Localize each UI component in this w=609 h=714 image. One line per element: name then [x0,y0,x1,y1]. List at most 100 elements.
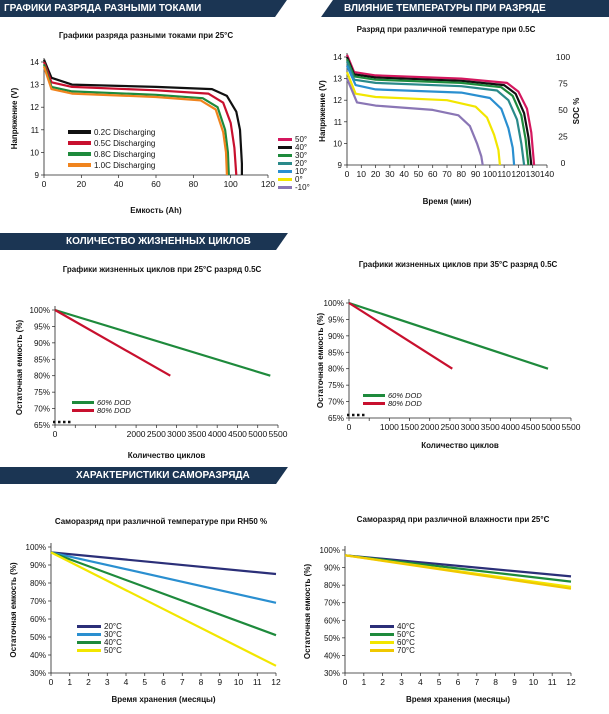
x-tick-label: 110 [497,169,511,179]
chart-title: Саморазряд при различной температуре при… [55,517,267,526]
legend-label: 60% DOD [388,391,422,400]
y-tick-label: 80% [324,581,340,590]
x-tick-label: 4 [124,677,129,687]
x-tick-label: 120 [261,179,275,189]
legend-swatch [278,162,292,165]
legend-swatch [278,186,292,189]
y-tick-label: 90% [328,332,344,341]
series-line [345,78,484,166]
series-line [345,60,526,166]
chart-title: Графики жизненных циклов при 35°C разряд… [359,260,558,269]
x-tick-label: 3000 [167,429,186,439]
legend-swatch [278,178,292,181]
chart-title: Разряд при различной температуре при 0.5… [357,25,536,34]
banner-selfdischarge: ХАРАКТЕРИСТИКИ САМОРАЗРЯДА [0,467,291,484]
y-tick-label: 70% [328,398,344,407]
y-tick-label: 90% [324,564,340,573]
x-tick-label: 4500 [228,429,247,439]
x-tick-label: 9 [512,677,517,687]
series-line [42,63,230,176]
y-tick-label: 14 [30,58,39,67]
y-axis-label: Напряжение (V) [10,87,19,149]
x-tick-label: 10 [357,169,367,179]
y-tick-label: 80% [34,372,50,381]
y-tick-label: 75% [34,388,50,397]
legend-label: -10° [295,183,310,192]
legend-swatch [68,141,91,145]
legend-label: 0.5C Discharging [94,139,155,148]
x-tick-label: 1 [361,677,366,687]
y-tick-label: 12 [333,96,342,105]
x-tick-label: 9 [217,677,222,687]
legend-label: 10° [295,167,307,176]
x-tick-label: 11 [548,677,557,687]
series-line [345,71,501,166]
series-line [50,551,277,637]
series-line [54,308,271,377]
legend-swatch [77,649,101,652]
banner-temperature-label: ВЛИЯНИЕ ТЕМПЕРАТУРЫ ПРИ РАЗРЯДЕ [344,3,546,14]
x-tick-label: 3 [105,677,110,687]
y-tick-label: 50% [30,633,46,642]
legend-swatch [72,409,94,412]
banner-discharge-label: ГРАФИКИ РАЗРЯДА РАЗНЫМИ ТОКАМИ [4,3,202,14]
x-tick-label: 5000 [248,429,267,439]
x-tick-label: 7 [474,677,479,687]
y-tick-label: 40% [324,651,340,660]
x-tick-label: 4000 [501,422,520,432]
x-tick-label: 4 [418,677,423,687]
legend-label: 40° [295,143,307,152]
x-tick-label: 5500 [562,422,581,432]
x-tick-label: 2500 [147,429,166,439]
x-tick-label: 90 [471,169,481,179]
x-tick-label: 0 [347,422,352,432]
x-tick-label: 8 [199,677,204,687]
banner-temperature: ВЛИЯНИЕ ТЕМПЕРАТУРЫ ПРИ РАЗРЯДЕ [318,0,609,17]
x-tick-label: 1000 [380,422,399,432]
legend-label: 40°C [104,638,122,647]
chart-title: Саморазряд при различной влажности при 2… [357,515,550,524]
y2-axis-label: SOC % [572,98,581,125]
x-tick-label: 3000 [461,422,480,432]
x-tick-label: 0 [49,677,54,687]
x-tick-label: 1 [67,677,72,687]
banner-selfdischarge-label: ХАРАКТЕРИСТИКИ САМОРАЗРЯДА [76,470,250,481]
legend-label: 0° [295,175,303,184]
x-tick-label: 3500 [187,429,206,439]
series-line [348,301,549,370]
x-axis-label: Емкость (Ah) [130,206,182,215]
legend-swatch [370,641,394,644]
y-axis-label: Остаточная емкость (%) [15,320,24,416]
x-axis-label: Количество циклов [421,441,499,450]
y-tick-label: 65% [34,421,50,430]
x-tick-label: 10 [529,677,539,687]
y-tick-label: 40% [30,651,46,660]
legend-label: 50°C [104,646,122,655]
x-tick-label: 0 [53,429,58,439]
legend-label: 80% DOD [388,399,422,408]
series-line [50,551,277,604]
legend-label: 1.0C Discharging [94,161,155,170]
x-tick-label: 80 [457,169,467,179]
banner-cycles: КОЛИЧЕСТВО ЖИЗНЕННЫХ ЦИКЛОВ [0,233,291,250]
y-tick-label: 11 [31,126,40,135]
y-tick-label: 100% [324,299,344,308]
y-tick-label: 50% [324,634,340,643]
legend-swatch [278,154,292,157]
y-axis-label: Остаточная емкость (%) [303,564,312,660]
legend-swatch [278,170,292,173]
y-axis-label: Остаточная емкость (%) [316,313,325,409]
y-tick-label: 30% [30,669,46,678]
y-tick-label: 90% [34,339,50,348]
y-tick-label: 95% [34,322,50,331]
x-tick-label: 40 [399,169,409,179]
y2-tick-label: 50 [558,105,568,115]
series-line [344,554,572,590]
y-tick-label: 85% [328,348,344,357]
x-tick-label: 130 [526,169,540,179]
x-tick-label: 3 [399,677,404,687]
legend-swatch [363,394,385,397]
x-tick-label: 2 [86,677,91,687]
